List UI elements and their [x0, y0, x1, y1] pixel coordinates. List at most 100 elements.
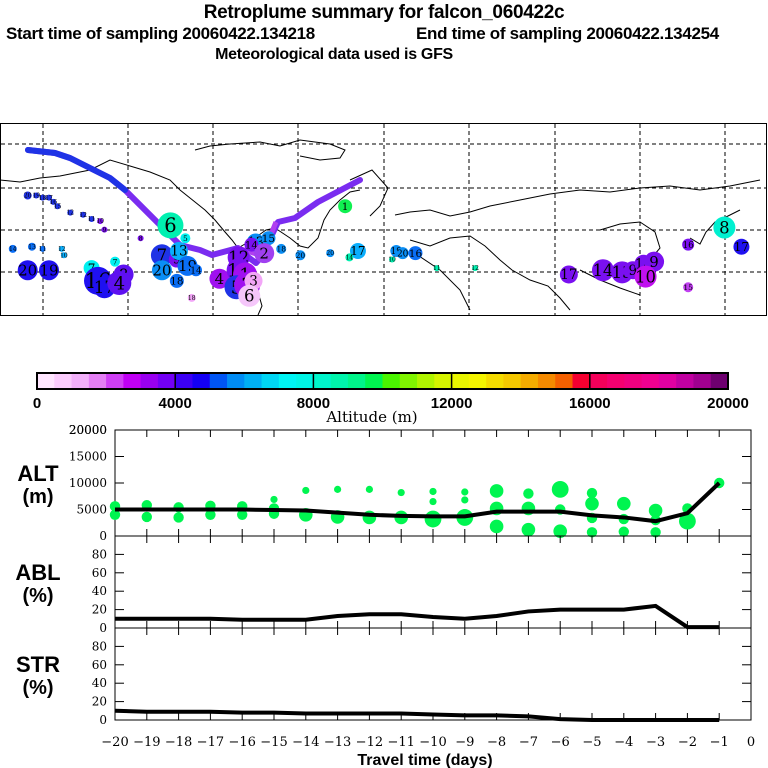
sampling-times: Start time of sampling 20060422.134218 E…: [6, 24, 766, 44]
cluster-day-label: 17: [350, 244, 365, 258]
colorbar-cell: [365, 373, 383, 389]
trajectory-segment-early: [25, 147, 128, 193]
coastline-segment: [394, 179, 761, 217]
x-tick-label: −8: [487, 735, 506, 750]
cluster-marker: 17: [733, 238, 750, 255]
coastline-segment: [194, 139, 346, 161]
scatter-point: [205, 509, 216, 520]
cluster-circle: [349, 243, 366, 259]
cluster-circle: [101, 226, 108, 233]
chart-title: Retroplume summary for falcon_060422c: [203, 2, 565, 23]
cluster-circle: [33, 192, 40, 199]
cluster-marker: 12: [471, 265, 479, 272]
colorbar-cell: [157, 373, 176, 389]
cluster-marker: 14: [345, 253, 354, 262]
cluster-marker: 11: [39, 245, 47, 253]
y-tick-label: 20000: [69, 423, 107, 437]
scatter-point: [648, 503, 663, 518]
cluster-day-label: 4: [215, 270, 225, 288]
cluster-day-label: 20: [152, 261, 171, 279]
x-tick-label: −15: [260, 735, 287, 750]
mean-altitude-line: [115, 481, 721, 524]
x-tick-label: −4: [614, 735, 633, 750]
panel-ylabel: STR: [16, 652, 60, 677]
colorbar-cell: [451, 373, 470, 389]
cluster-day-label: 13: [170, 244, 187, 260]
cluster-circle: [559, 265, 578, 284]
cluster-marker: 17: [559, 265, 578, 284]
cluster-marker: 4: [209, 268, 230, 289]
cluster-day-label: 9: [102, 227, 106, 234]
cluster-circle: [683, 282, 694, 293]
panel-ylabel-unit: (m): [22, 486, 53, 508]
cluster-day-label: 16: [409, 248, 423, 260]
y-tick-label: 40: [92, 584, 107, 598]
panel-frame: [114, 535, 752, 629]
start-time-label: Start time of sampling 20060422.134218: [6, 24, 315, 43]
cluster-day-label: 20: [24, 193, 32, 200]
cluster-day-label: 3: [249, 274, 258, 290]
cluster-day-label: 10: [388, 257, 396, 264]
cluster-circle: [80, 211, 87, 218]
cluster-day-label: 19: [391, 247, 403, 257]
scatter-point: [586, 487, 598, 499]
cluster-day-label: 20: [18, 261, 37, 279]
cluster-day-label: 13: [28, 244, 36, 251]
cluster-circle: [67, 209, 74, 216]
coastline-segment: [689, 209, 741, 245]
cluster-marker: 7: [110, 256, 121, 267]
x-tick-label: −7: [519, 735, 538, 750]
cluster-marker: 16: [682, 238, 695, 251]
cluster-marker: 9: [101, 226, 108, 234]
cluster-day-label: 5: [183, 234, 188, 243]
panel-ylabel-unit: (%): [22, 585, 53, 607]
cluster-day-label: 17: [45, 195, 53, 202]
cluster-day-label: 14: [245, 239, 259, 251]
cluster-day-label: 12: [79, 212, 87, 219]
cluster-marker: 20: [17, 260, 38, 281]
coastline-segment: [599, 221, 661, 261]
colorbar-cell: [572, 373, 591, 389]
cluster-day-label: 20: [296, 251, 306, 260]
cluster-circle: [634, 265, 657, 288]
cluster-day-label: 18: [188, 295, 196, 302]
cluster-day-label: 11: [39, 246, 47, 253]
cluster-day-label: 19: [39, 261, 58, 279]
abl-panel: 0 20 40 60 80 ABL(%): [15, 535, 752, 635]
cluster-marker: 10: [634, 265, 657, 288]
colorbar-cell: [175, 373, 193, 389]
cluster-marker: 20: [326, 249, 335, 257]
scatter-point: [461, 488, 469, 496]
cluster-circle: [682, 238, 695, 251]
x-tick-label: −12: [356, 735, 383, 750]
cluster-circle: [276, 243, 287, 254]
cluster-circle: [54, 203, 61, 210]
y-tick-label: 20: [92, 695, 107, 709]
scatter-point: [650, 527, 661, 538]
scatter-point: [586, 527, 598, 538]
cluster-marker: 10: [388, 256, 396, 264]
panel-ylabel-unit: (%): [22, 677, 53, 699]
cluster-circle: [46, 194, 53, 201]
cluster-day-label: 15: [54, 203, 62, 210]
y-tick-label: 0: [99, 529, 107, 543]
colorbar-cell: [624, 373, 643, 389]
cluster-circle: [169, 273, 184, 288]
scatter-point: [618, 526, 629, 537]
cluster-circle: [8, 244, 17, 253]
colorbar-tick-label: 4000: [159, 395, 192, 412]
cluster-circle: [60, 252, 67, 259]
colorbar-cell: [641, 373, 660, 389]
y-tick-label: 80: [92, 639, 107, 653]
cluster-day-label: 11: [88, 216, 96, 223]
x-tick-label: −13: [324, 735, 351, 750]
cluster-day-label: 4: [114, 273, 125, 294]
scatter-point: [551, 480, 569, 498]
cluster-day-label: 10: [635, 267, 656, 286]
colorbar-cell: [54, 373, 73, 389]
cluster-day-label: 9: [649, 253, 659, 271]
cluster-circle: [187, 293, 196, 302]
coastline-segment: [579, 269, 641, 296]
